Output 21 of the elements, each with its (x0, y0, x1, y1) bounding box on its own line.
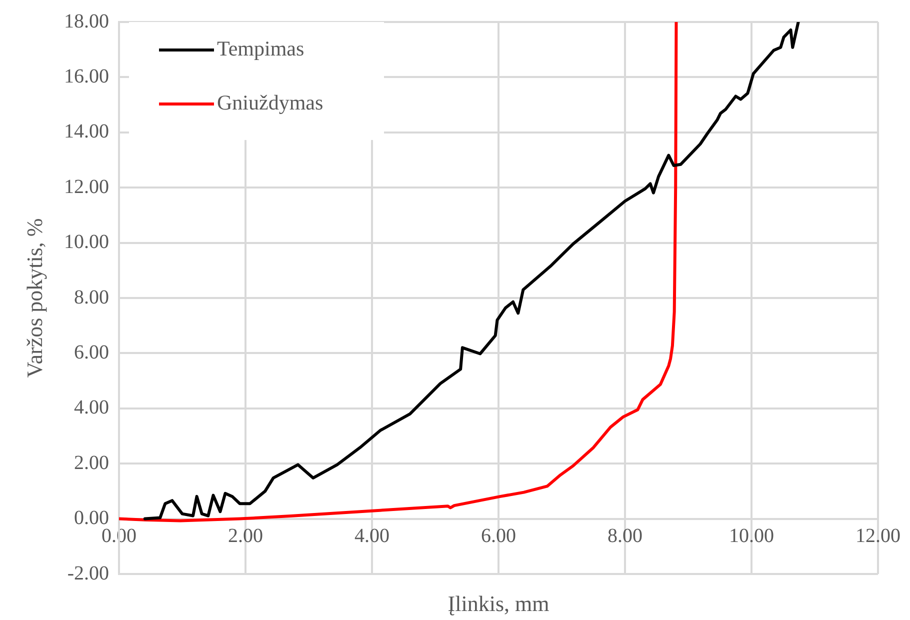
x-tick-label: 6.00 (481, 525, 516, 548)
y-tick-label: 10.00 (64, 231, 109, 254)
legend-label: Tempimas (217, 36, 304, 61)
x-tick-label: 4.00 (354, 525, 390, 548)
y-tick-label: 8.00 (74, 286, 109, 308)
y-axis-title: Varžos pokytis, % (22, 218, 47, 378)
legend-label: Gniuždymas (217, 90, 324, 115)
x-tick-label: 2.00 (228, 525, 263, 548)
x-axis-title: Įlinkis, mm (448, 590, 550, 616)
y-tick-label: 0.00 (74, 507, 109, 530)
x-tick-label: 12.00 (856, 525, 900, 548)
y-tick-label: 6.00 (74, 341, 109, 364)
y-tick-label: 12.00 (64, 176, 109, 198)
y-tick-label: 16.00 (64, 65, 109, 88)
y-tick-label: 14.00 (64, 120, 109, 143)
x-tick-label: 10.00 (729, 525, 774, 548)
y-tick-label: 4.00 (74, 396, 109, 419)
y-tick-label: 18.00 (64, 10, 109, 32)
y-tick-label: -2.00 (67, 562, 109, 584)
x-tick-label: 8.00 (608, 525, 642, 548)
y-tick-label: 2.00 (74, 452, 109, 474)
